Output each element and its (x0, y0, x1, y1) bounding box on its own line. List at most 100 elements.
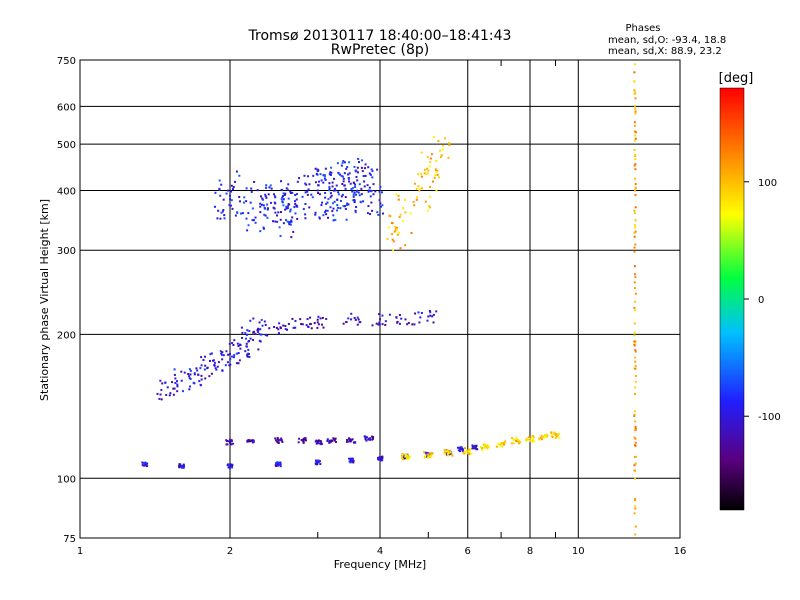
scatter-point (313, 322, 316, 325)
scatter-point (633, 273, 636, 276)
scatter-point (418, 321, 421, 324)
scatter-point (248, 355, 251, 358)
scatter-point (460, 446, 463, 449)
scatter-point (264, 195, 267, 198)
scatter-points (141, 63, 637, 536)
scatter-point (355, 169, 358, 172)
scatter-point (275, 439, 278, 442)
scatter-point (141, 464, 144, 467)
scatter-point (633, 464, 636, 467)
scatter-point (634, 444, 637, 447)
scatter-point (252, 219, 255, 222)
stats-o-line: mean, sd,O: -93.4, 18.8 (608, 35, 726, 46)
scatter-point (217, 361, 220, 364)
scatter-point (319, 440, 322, 443)
scatter-point (401, 458, 404, 461)
scatter-point (251, 207, 254, 210)
scatter-point (369, 195, 372, 198)
scatter-point (634, 153, 637, 156)
scatter-point (146, 462, 149, 465)
scatter-point (463, 452, 466, 455)
scatter-point (339, 199, 342, 202)
scatter-point (171, 381, 174, 384)
scatter-point (270, 187, 273, 190)
scatter-point (172, 387, 175, 390)
scatter-point (395, 193, 398, 196)
scatter-point (461, 450, 464, 453)
scatter-point (231, 464, 234, 467)
scatter-point (240, 212, 243, 215)
scatter-point (312, 174, 315, 177)
scatter-point (259, 202, 262, 205)
scatter-point (474, 445, 477, 448)
scatter-point (358, 161, 361, 164)
scatter-point (327, 216, 330, 219)
scatter-point (281, 196, 284, 199)
scatter-point (182, 464, 185, 467)
scatter-point (325, 202, 328, 205)
scatter-point (346, 202, 349, 205)
scatter-point (306, 190, 309, 193)
scatter-point (431, 452, 434, 455)
scatter-point (176, 383, 179, 386)
scatter-point (277, 332, 280, 335)
scatter-point (229, 440, 232, 443)
y-tick-label: 500 (57, 140, 76, 151)
scatter-point (634, 499, 637, 502)
scatter-point (295, 204, 298, 207)
scatter-point (429, 311, 432, 314)
scatter-point (292, 326, 295, 329)
scatter-point (247, 212, 250, 215)
scatter-point (427, 454, 430, 457)
scatter-point (178, 466, 181, 469)
scatter-point (370, 201, 373, 204)
scatter-point (221, 369, 224, 372)
scatter-point (210, 372, 213, 375)
scatter-point (634, 107, 637, 110)
scatter-point (342, 159, 345, 162)
scatter-point (361, 159, 364, 162)
scatter-point (237, 344, 240, 347)
scatter-point (307, 188, 310, 191)
scatter-point (267, 193, 270, 196)
x-tick-label: 1 (77, 546, 83, 557)
y-tick-label: 750 (57, 56, 76, 67)
scatter-point (331, 181, 334, 184)
scatter-point (259, 211, 262, 214)
scatter-point (160, 398, 163, 401)
scatter-point (204, 364, 207, 367)
scatter-point (287, 197, 290, 200)
scatter-point (350, 318, 353, 321)
scatter-point (252, 338, 255, 341)
scatter-point (634, 309, 637, 312)
scatter-point (416, 196, 419, 199)
scatter-point (363, 180, 366, 183)
scatter-point (260, 318, 263, 321)
chart-subtitle: RwPretec (8p) (331, 42, 429, 58)
scatter-point (428, 309, 431, 312)
scatter-point (437, 140, 440, 143)
scatter-point (337, 191, 340, 194)
scatter-point (440, 154, 443, 157)
scatter-point (303, 437, 306, 440)
scatter-point (220, 183, 223, 186)
scatter-point (320, 204, 323, 207)
grid-lines (80, 60, 680, 538)
scatter-point (305, 324, 308, 327)
scatter-point (451, 454, 454, 457)
scatter-point (341, 175, 344, 178)
scatter-point (531, 438, 534, 441)
scatter-point (448, 449, 451, 452)
scatter-point (529, 437, 531, 440)
scatter-point (252, 317, 255, 320)
scatter-point (348, 439, 351, 442)
scatter-point (634, 155, 637, 158)
scatter-point (352, 460, 355, 463)
scatter-point (633, 212, 636, 215)
scatter-point (380, 458, 383, 461)
scatter-point (203, 355, 206, 358)
scatter-point (301, 195, 304, 198)
scatter-point (182, 466, 185, 469)
x-tick-label: 4 (377, 546, 383, 557)
y-tick-label: 75 (63, 534, 76, 545)
